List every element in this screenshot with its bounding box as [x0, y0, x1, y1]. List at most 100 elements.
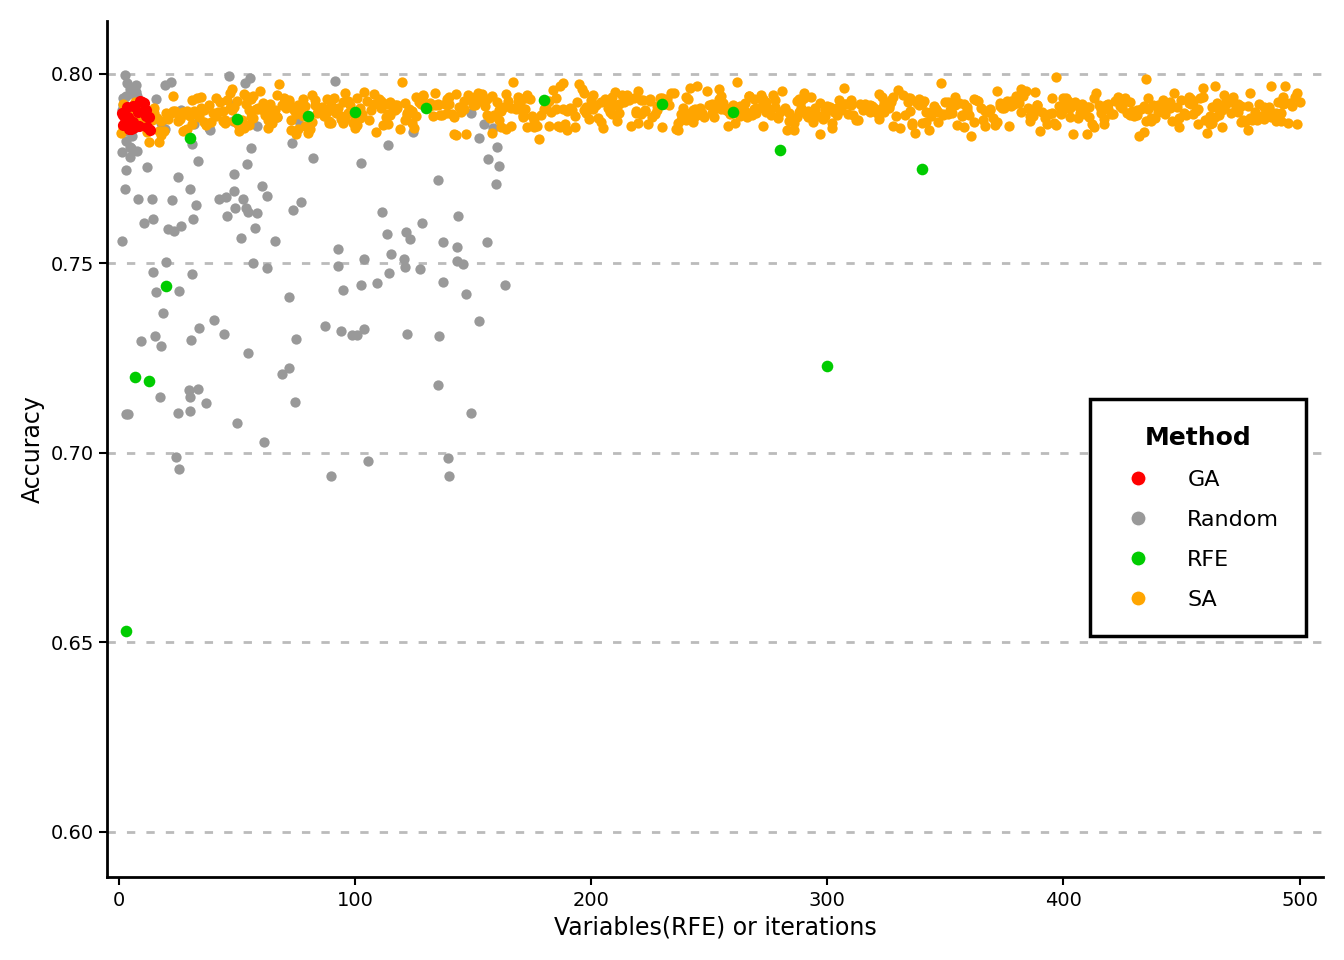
Point	[618, 92, 640, 108]
Point	[152, 305, 173, 321]
Point	[706, 100, 727, 115]
Point	[114, 67, 136, 83]
Point	[363, 97, 384, 112]
Point	[790, 100, 812, 115]
Point	[403, 124, 425, 139]
Point	[805, 101, 827, 116]
Point	[552, 102, 574, 117]
Point	[696, 83, 718, 98]
Point	[590, 114, 612, 130]
Point	[242, 255, 263, 271]
Point	[1263, 109, 1285, 125]
Point	[179, 181, 200, 197]
Point	[663, 85, 684, 101]
Point	[1273, 89, 1294, 105]
Point	[191, 101, 212, 116]
Point	[321, 115, 343, 131]
Point	[231, 191, 253, 206]
Point	[444, 126, 465, 141]
Point	[496, 121, 517, 136]
Point	[930, 75, 952, 90]
Point	[1098, 101, 1120, 116]
Point	[347, 90, 368, 106]
Point	[755, 105, 777, 120]
Point	[1220, 105, 1242, 120]
Point	[406, 89, 427, 105]
Point	[1121, 103, 1142, 118]
Point	[125, 370, 146, 385]
Point	[821, 115, 843, 131]
Point	[1255, 104, 1277, 119]
Point	[126, 143, 148, 158]
Point	[204, 90, 226, 106]
Point	[559, 101, 581, 116]
Point	[1021, 108, 1043, 124]
Point	[126, 89, 148, 105]
X-axis label: Variables(RFE) or iterations: Variables(RFE) or iterations	[554, 915, 876, 939]
Point	[1258, 102, 1279, 117]
Point	[534, 102, 555, 117]
Point	[415, 101, 437, 116]
Point	[406, 108, 427, 124]
Point	[1105, 93, 1126, 108]
Point	[852, 103, 874, 118]
Point	[1274, 95, 1296, 110]
Point	[1204, 79, 1226, 94]
Point	[737, 109, 758, 125]
Point	[149, 389, 171, 404]
Point	[181, 92, 203, 108]
Point	[1012, 88, 1034, 104]
Point	[214, 326, 235, 342]
Point	[925, 102, 946, 117]
Point	[905, 126, 926, 141]
Point	[183, 211, 204, 227]
Point	[126, 84, 148, 100]
Point	[750, 91, 771, 107]
Point	[235, 88, 257, 104]
Point	[368, 91, 390, 107]
Point	[226, 93, 247, 108]
Point	[1148, 105, 1169, 120]
Point	[1140, 110, 1161, 126]
Point	[1027, 98, 1048, 113]
Point	[387, 97, 409, 112]
Point	[1095, 98, 1117, 113]
Point	[1118, 107, 1140, 122]
Point	[1152, 103, 1173, 118]
Point	[398, 101, 419, 116]
Point	[222, 113, 243, 129]
Point	[961, 128, 982, 143]
Point	[281, 135, 302, 151]
Point	[245, 101, 266, 116]
Point	[461, 105, 482, 120]
Point	[136, 124, 157, 139]
Point	[681, 114, 703, 130]
Point	[304, 92, 325, 108]
Point	[132, 94, 153, 109]
Point	[124, 85, 145, 101]
Point	[122, 99, 144, 114]
Point	[708, 82, 730, 97]
Point	[401, 103, 422, 118]
Point	[741, 106, 762, 121]
Point	[1099, 106, 1121, 121]
Point	[331, 111, 352, 127]
Point	[125, 108, 146, 123]
Point	[223, 113, 245, 129]
Point	[914, 93, 935, 108]
Point	[1043, 115, 1064, 131]
Point	[224, 201, 246, 216]
Point	[216, 92, 238, 108]
Point	[672, 100, 694, 115]
Point	[680, 80, 702, 95]
Point	[228, 118, 250, 133]
Point	[609, 96, 630, 111]
Point	[212, 113, 234, 129]
Point	[1124, 108, 1145, 124]
Point	[332, 94, 353, 109]
Point	[1046, 118, 1067, 133]
Point	[786, 94, 808, 109]
Point	[937, 107, 958, 122]
Point	[1017, 100, 1039, 115]
Point	[802, 114, 824, 130]
